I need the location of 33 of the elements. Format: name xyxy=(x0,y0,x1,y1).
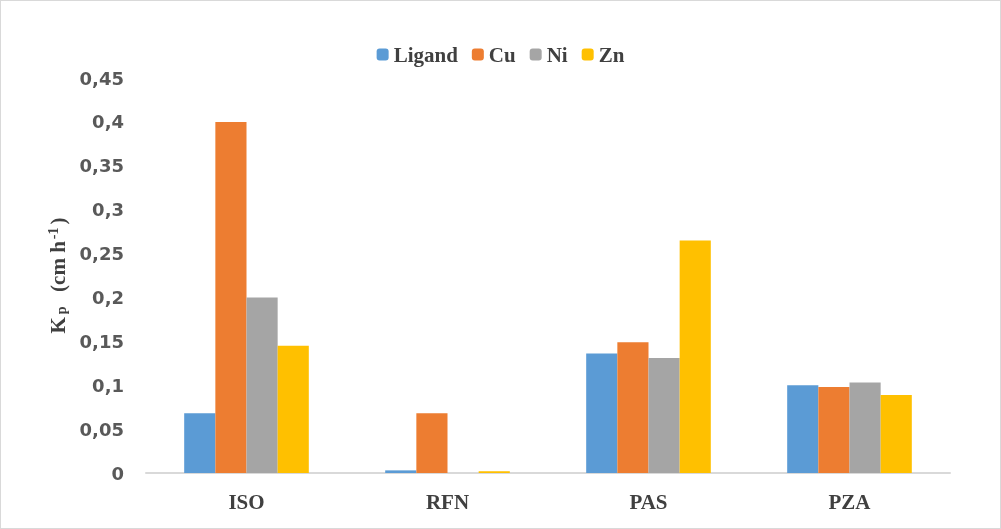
bar xyxy=(648,358,680,473)
bar xyxy=(184,413,216,473)
bar xyxy=(277,345,309,473)
bar xyxy=(617,342,649,473)
bar xyxy=(787,385,819,473)
y-tick-label: 0,45 xyxy=(79,67,124,89)
legend-label: Ni xyxy=(546,42,568,67)
y-tick-label: 0,3 xyxy=(92,199,124,221)
bar xyxy=(385,470,417,473)
bar xyxy=(586,353,618,473)
x-tick-label: PZA xyxy=(828,489,872,514)
bar xyxy=(246,297,278,473)
bar xyxy=(880,394,912,473)
bar xyxy=(215,121,247,473)
y-tick-label: 0,2 xyxy=(92,286,124,308)
y-axis-title: Kp (cm h-1) xyxy=(45,217,70,334)
x-tick-label: ISO xyxy=(228,489,265,514)
y-tick-label: 0,35 xyxy=(79,155,124,177)
legend-label: Ligand xyxy=(393,42,459,67)
bar xyxy=(679,240,711,473)
legend-label: Zn xyxy=(598,42,625,67)
y-tick-label: 0 xyxy=(111,462,124,484)
y-tick-label: 0,25 xyxy=(79,243,124,265)
bar xyxy=(849,382,881,473)
legend-label: Cu xyxy=(488,42,516,67)
x-tick-label: RFN xyxy=(425,489,470,514)
bar xyxy=(818,386,850,473)
bar xyxy=(416,413,448,473)
x-tick-label: PAS xyxy=(629,489,668,514)
y-tick-label: 0,05 xyxy=(79,418,124,440)
y-tick-label: 0,4 xyxy=(92,111,124,133)
y-tick-label: 0,1 xyxy=(92,374,124,396)
y-tick-label: 0,15 xyxy=(79,330,124,352)
